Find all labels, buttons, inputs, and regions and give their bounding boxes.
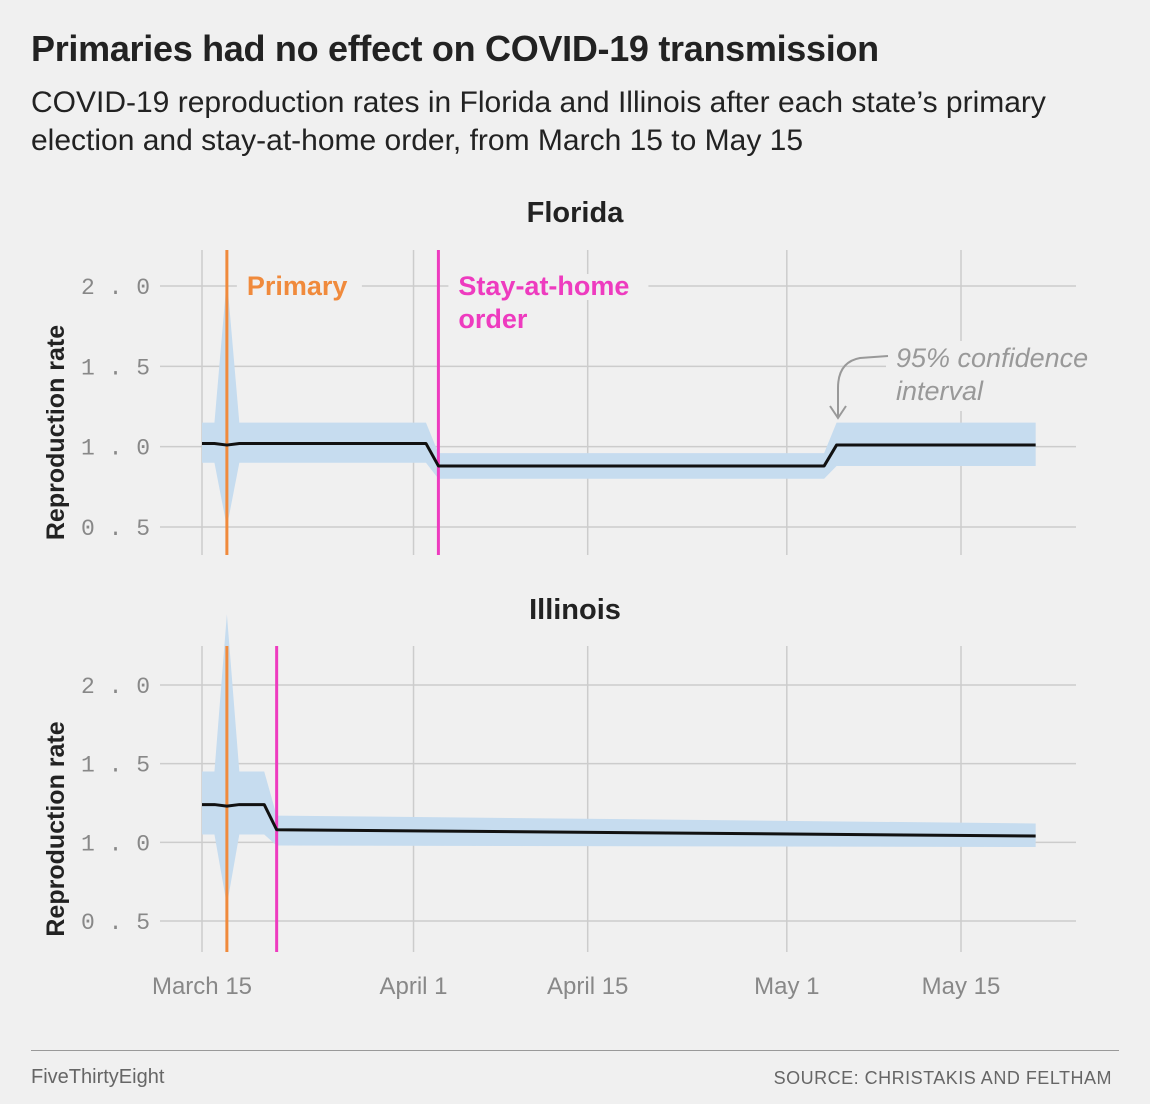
confidence-band (202, 277, 1036, 527)
annotation-arrowhead (829, 405, 847, 420)
source-credit: SOURCE: CHRISTAKIS AND FELTHAM (773, 1068, 1112, 1088)
confidence-band (202, 614, 1036, 906)
y-tick-label: 1 . 0 (81, 436, 150, 462)
annotation-backing (886, 341, 1108, 411)
footer-divider (31, 1050, 1119, 1051)
reproduction-rate-line (202, 441, 1036, 468)
chart-subtitle: COVID-19 reproduction rates in Florida a… (31, 86, 1046, 157)
x-tick-label: May 1 (754, 973, 819, 1000)
stay_at_home-event-label: order (458, 304, 528, 334)
annotation-arrow (837, 355, 889, 416)
panel-title: Illinois (529, 594, 621, 626)
reproduction-rate-line (202, 803, 1036, 838)
y-tick-label: 0 . 5 (81, 910, 150, 936)
event-label-backing (448, 274, 649, 300)
panel-florida: Florida Reproduction rate 0 . 5 1 . 0 1 . 5 2… (42, 197, 1108, 555)
y-axis-label: Reproduction rate (42, 721, 70, 936)
x-tick-label: March 15 (152, 973, 252, 1000)
x-tick-label: April 1 (380, 973, 448, 1000)
stay_at_home-event-label: Stay-at-home (458, 271, 629, 301)
x-tick-label: April 15 (547, 973, 628, 1000)
chart-title: Primaries had no effect on COVID-19 tran… (31, 28, 879, 69)
y-tick-label: 0 . 5 (81, 516, 150, 542)
y-tick-label: 1 . 5 (81, 753, 150, 779)
y-axis-label: Reproduction rate (42, 325, 70, 540)
panel-illinois: Illinois Reproduction rate 0 . 5 1 . 0 1 . 5… (42, 594, 1076, 1000)
annotation-text: interval (896, 376, 984, 406)
y-tick-label: 2 . 0 (81, 275, 150, 301)
y-tick-label: 1 . 0 (81, 831, 150, 857)
brand-name: FiveThirtyEight (31, 1066, 165, 1088)
y-tick-label: 2 . 0 (81, 674, 150, 700)
event-label-backing (236, 274, 362, 300)
panel-title: Florida (527, 197, 625, 229)
event-label-backing (448, 307, 544, 333)
y-tick-label: 1 . 5 (81, 355, 150, 381)
annotation-text: 95% confidence (896, 343, 1088, 373)
primary-event-label: Primary (247, 271, 348, 301)
x-tick-label: May 15 (922, 973, 1001, 1000)
